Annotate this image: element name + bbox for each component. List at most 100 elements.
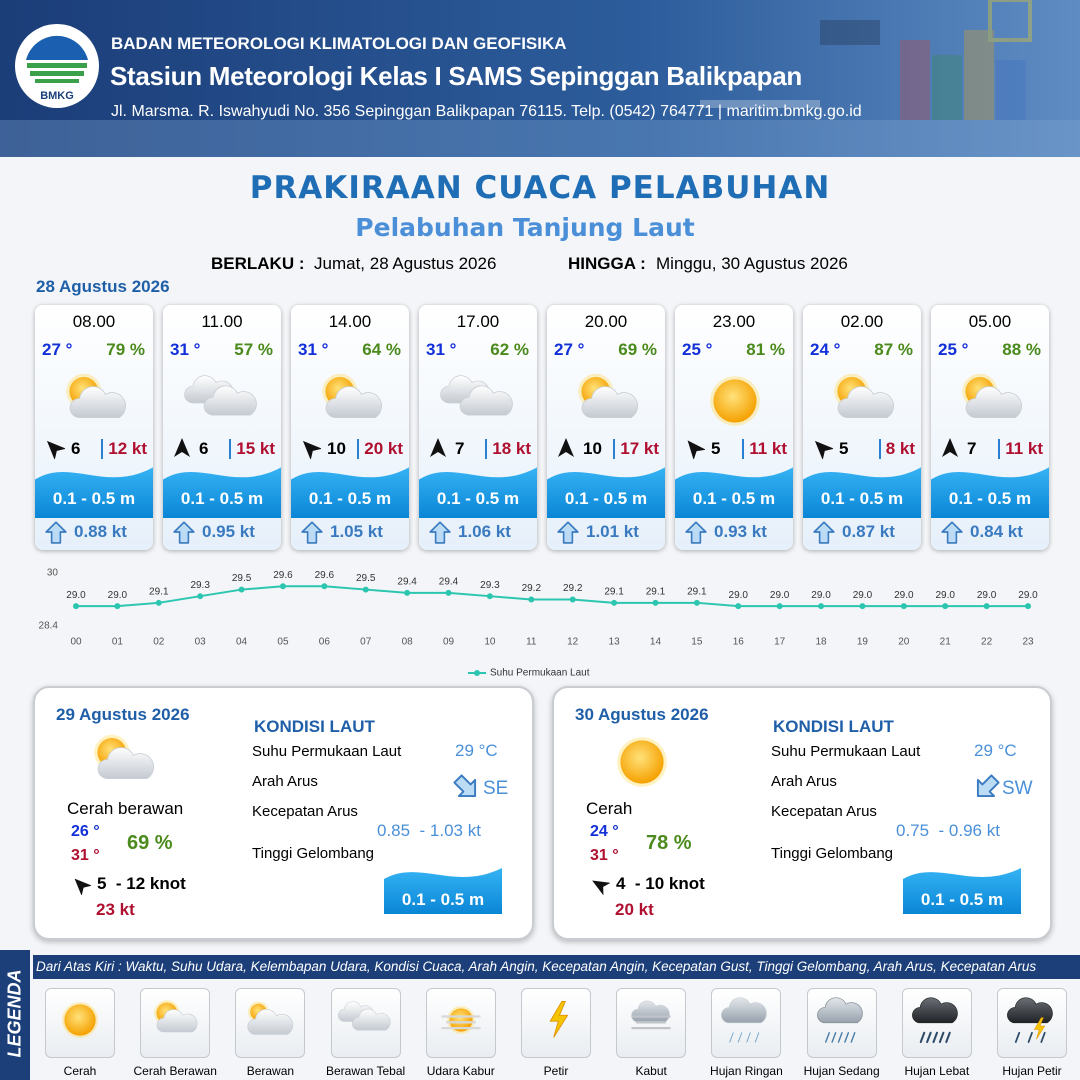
sst: 29 °C — [974, 741, 1017, 760]
x-tick-label: 03 — [195, 637, 207, 648]
wave — [931, 467, 1049, 518]
weather-icon — [1007, 997, 1053, 1043]
temp-max: 31 ° — [590, 847, 619, 864]
current-arrow — [429, 521, 451, 544]
legend-box — [521, 988, 591, 1058]
header-background — [0, 0, 1080, 157]
x-tick-label: 11 — [526, 637, 537, 648]
temp-max: 31 ° — [71, 847, 100, 864]
temperature: 31 ° — [298, 340, 329, 359]
sst-point — [404, 589, 411, 596]
current-arrow — [453, 774, 477, 798]
current-arrow — [685, 521, 707, 544]
value-label: 29.1 — [646, 586, 666, 597]
valid-to: Minggu, 30 Agustus 2026 — [656, 254, 848, 273]
sst-point — [73, 603, 79, 610]
wind-speed: 7 — [455, 439, 465, 458]
wave — [384, 868, 502, 914]
wave-label: Tinggi Gelombang — [771, 845, 894, 862]
current-arrow — [685, 521, 707, 544]
wind-arrow — [302, 440, 321, 459]
current-arrow — [557, 521, 579, 544]
x-tick-label: 07 — [360, 637, 372, 648]
wave-height: 0.1 - 0.5 m — [436, 489, 520, 508]
wind-arrow — [942, 438, 958, 457]
gust: 23 kt — [96, 900, 135, 919]
weather-icon — [62, 1002, 98, 1038]
x-tick-label: 04 — [236, 637, 248, 648]
temperature: 24 ° — [810, 340, 841, 359]
wind-arrow — [174, 438, 190, 457]
wave — [163, 467, 281, 518]
date: 29 Agustus 2026 — [56, 705, 190, 724]
wind-arrow — [430, 438, 446, 457]
sst-point — [942, 603, 949, 610]
wind-speed: 10 — [327, 439, 346, 458]
value-label: 29.6 — [273, 570, 293, 581]
value-label: 29.3 — [190, 580, 210, 591]
humidity: 87 % — [874, 340, 913, 359]
wind-speed: 5 — [839, 439, 849, 458]
sst-point — [486, 593, 493, 600]
weather-icon — [578, 373, 638, 418]
title: PRAKIRAAN CUACA PELABUHAN — [249, 170, 831, 206]
temp-min: 24 ° — [590, 823, 619, 840]
weather-icon — [911, 997, 958, 1044]
x-tick-label: 00 — [70, 637, 82, 648]
sst-point — [321, 583, 328, 590]
legend-item-label: Berawan — [246, 1064, 295, 1078]
current-dir: SW — [1002, 778, 1033, 799]
current-speed: 1.05 kt — [330, 522, 383, 541]
sst-chart: 28.4 30 29.0 29.0 29.1 29.3 29.5 29.6 29.6 29.5 29… — [39, 568, 1039, 679]
current-dir-label: Arah Arus — [771, 773, 837, 790]
forecast-card: 14.00 31 ° 64 % 10 20 kt 0.1 - 0.5 m 1.05 kt — [291, 305, 409, 550]
wave — [419, 467, 537, 518]
sst-point — [859, 603, 866, 610]
x-tick-label: 09 — [443, 637, 455, 648]
wind-arrow — [74, 878, 91, 895]
weather-icon — [962, 373, 1022, 418]
time: 11.00 — [201, 312, 243, 331]
value-label: 29.6 — [315, 570, 335, 581]
value-label: 29.0 — [729, 590, 749, 601]
x-tick-label: 06 — [319, 637, 331, 648]
time: 20.00 — [584, 312, 628, 331]
wave — [803, 467, 921, 518]
x-tick-label: 22 — [981, 637, 993, 648]
sst-point — [652, 599, 659, 606]
wave — [903, 868, 1021, 914]
current-arrow — [45, 521, 67, 544]
humidity: 69 % — [618, 340, 657, 359]
temperature: 31 ° — [170, 340, 201, 359]
x-tick-label: 05 — [277, 637, 289, 648]
temp-min: 26 ° — [71, 823, 100, 840]
legend-bar — [33, 955, 1080, 979]
legend-item-label: Hujan Sedang — [803, 1064, 880, 1078]
wave — [675, 467, 793, 518]
sst-point — [693, 599, 700, 606]
current-speed: 0.93 kt — [714, 522, 767, 541]
wave — [163, 467, 281, 518]
wave — [291, 467, 409, 518]
humidity: 88 % — [1002, 340, 1041, 359]
wind-arrow — [592, 880, 610, 895]
legend-label: Suhu Permukaan Laut — [490, 668, 590, 679]
gust: 20 kt — [357, 439, 403, 459]
sst-point — [776, 603, 783, 610]
value-label: 29.4 — [439, 577, 459, 588]
legend-strip — [0, 950, 30, 1080]
x-tick-label: 14 — [650, 637, 662, 648]
legend-item-label: Berawan Tebal — [326, 1064, 406, 1078]
forecast-card: 11.00 31 ° 57 % 6 15 kt 0.1 - 0.5 m 0.95 kt — [163, 305, 281, 550]
value-label: 29.5 — [356, 573, 376, 584]
gust: 17 kt — [613, 439, 659, 459]
legend-item-label: Hujan Ringan — [710, 1064, 783, 1078]
time: 08.00 — [72, 312, 116, 331]
wave — [35, 467, 153, 518]
gust: 20 kt — [615, 900, 654, 919]
day1-date: 28 Agustus 2026 — [36, 277, 170, 296]
value-label: 29.0 — [770, 590, 790, 601]
current-speed: 0.87 kt — [842, 522, 895, 541]
current-speed: 0.85 - 1.03 kt — [377, 821, 481, 840]
